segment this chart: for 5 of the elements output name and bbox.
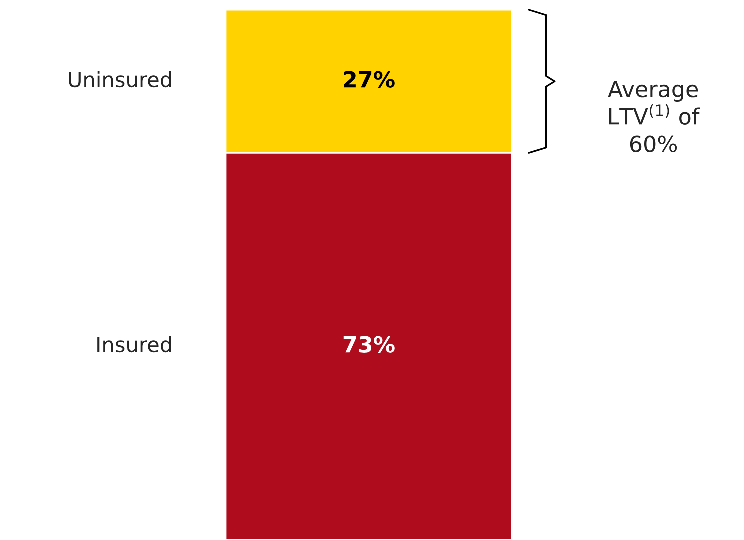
data-label: 27% bbox=[344, 71, 395, 88]
text: Uninsured bbox=[69, 71, 172, 88]
text: Insured bbox=[98, 336, 172, 353]
text: Average LTV$^{(1)}$ of 60% bbox=[608, 81, 700, 153]
data-label: 73% bbox=[344, 336, 395, 353]
